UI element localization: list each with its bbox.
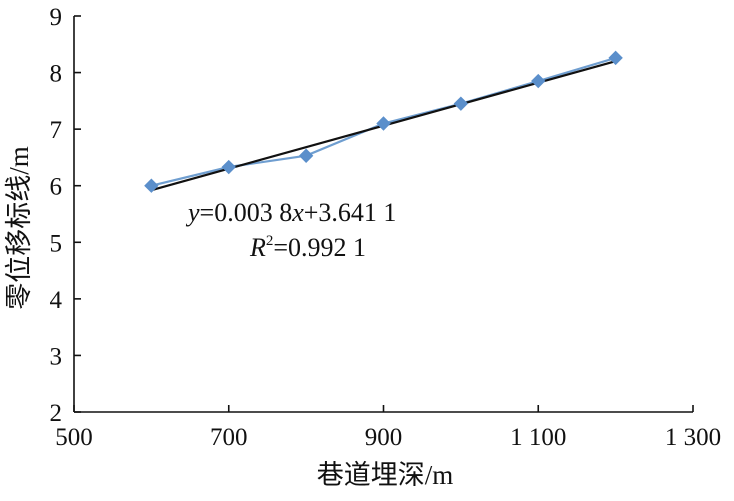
y-tick-label: 7 — [50, 117, 63, 144]
y-tick-label: 6 — [50, 174, 63, 201]
x-tick-label: 500 — [55, 424, 93, 451]
regression-equation: y=0.003 8x+3.641 1 — [185, 198, 396, 227]
series-markers — [144, 50, 623, 193]
tick-marks — [73, 15, 694, 413]
r2-symbol: R — [249, 233, 266, 262]
data-point-marker — [453, 96, 469, 111]
x-tick-label: 700 — [210, 424, 248, 451]
equation-slope: =0.003 8 — [200, 198, 293, 227]
tick-labels: 500 700 900 1 100 1 300 2 3 4 5 6 7 8 9 — [50, 4, 722, 451]
x-axis-title: 巷道埋深/m — [317, 460, 454, 490]
data-point-marker — [144, 178, 159, 193]
data-point-marker — [608, 50, 623, 66]
data-point-marker — [298, 148, 314, 163]
r2-value: =0.992 1 — [273, 233, 366, 262]
data-point-marker — [531, 73, 546, 89]
x-tick-label: 1 100 — [510, 424, 566, 451]
x-tick-label: 1 300 — [665, 424, 721, 451]
equation-x-var: x — [291, 198, 304, 227]
y-tick-label: 4 — [50, 287, 63, 314]
equation-intercept: +3.641 1 — [304, 198, 397, 227]
y-tick-label: 2 — [50, 400, 63, 427]
y-tick-label: 3 — [50, 343, 63, 370]
equation-y-var: y — [185, 198, 200, 227]
y-tick-label: 9 — [50, 4, 63, 31]
x-tick-label: 900 — [365, 424, 403, 451]
data-point-marker — [376, 116, 391, 131]
y-axis-title: 零位移标线/m — [4, 146, 34, 310]
y-tick-label: 5 — [50, 230, 63, 257]
r-squared-label: R2=0.992 1 — [249, 233, 366, 262]
y-tick-label: 8 — [50, 61, 63, 88]
data-point-marker — [221, 159, 236, 175]
r2-superscript: 2 — [266, 233, 274, 249]
